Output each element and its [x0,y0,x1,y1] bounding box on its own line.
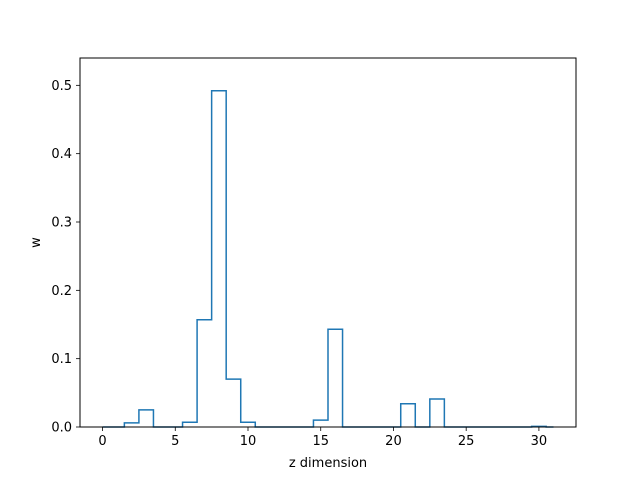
y-tick-label: 0.4 [51,147,72,162]
y-tick-label: 0.0 [51,421,72,436]
y-axis-label: w [29,237,44,248]
x-tick-label: 10 [240,434,257,449]
y-tick-label: 0.3 [51,216,72,231]
y-ticks: 0.0 0.1 0.2 0.3 0.4 0.5 [51,79,80,436]
x-tick-label: 25 [458,434,475,449]
x-tick-label: 5 [171,434,179,449]
x-ticks: 0 5 10 15 20 25 30 [98,427,547,449]
x-tick-label: 15 [312,434,329,449]
y-tick-label: 0.1 [51,352,72,367]
axes-frame [79,57,577,428]
y-tick-label: 0.2 [51,284,72,299]
y-tick-label: 0.5 [51,79,72,94]
x-tick-label: 20 [385,434,402,449]
x-axis-label: z dimension [289,456,367,471]
x-tick-label: 30 [531,434,548,449]
x-tick-label: 0 [98,434,106,449]
